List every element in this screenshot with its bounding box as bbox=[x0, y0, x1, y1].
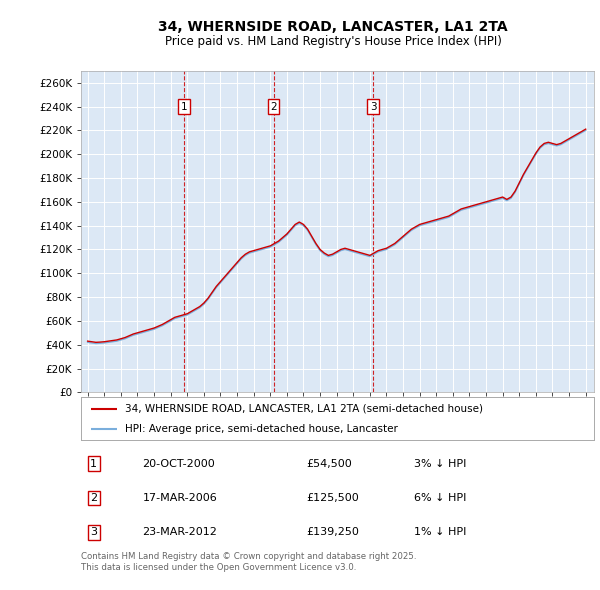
Text: 1: 1 bbox=[181, 101, 187, 112]
Text: 3: 3 bbox=[91, 527, 97, 537]
Text: HPI: Average price, semi-detached house, Lancaster: HPI: Average price, semi-detached house,… bbox=[125, 424, 397, 434]
Text: Price paid vs. HM Land Registry's House Price Index (HPI): Price paid vs. HM Land Registry's House … bbox=[164, 35, 502, 48]
Text: 3: 3 bbox=[370, 101, 377, 112]
Text: 20-OCT-2000: 20-OCT-2000 bbox=[143, 459, 215, 468]
Text: Contains HM Land Registry data © Crown copyright and database right 2025.
This d: Contains HM Land Registry data © Crown c… bbox=[81, 552, 416, 572]
Text: 2: 2 bbox=[270, 101, 277, 112]
Text: 6% ↓ HPI: 6% ↓ HPI bbox=[415, 493, 467, 503]
Text: £139,250: £139,250 bbox=[307, 527, 359, 537]
Text: 1: 1 bbox=[91, 459, 97, 468]
Text: 23-MAR-2012: 23-MAR-2012 bbox=[143, 527, 217, 537]
Text: 3% ↓ HPI: 3% ↓ HPI bbox=[415, 459, 467, 468]
Text: £125,500: £125,500 bbox=[307, 493, 359, 503]
Text: 2: 2 bbox=[90, 493, 97, 503]
Text: £54,500: £54,500 bbox=[307, 459, 352, 468]
Text: 17-MAR-2006: 17-MAR-2006 bbox=[143, 493, 217, 503]
Text: 1% ↓ HPI: 1% ↓ HPI bbox=[415, 527, 467, 537]
Text: 34, WHERNSIDE ROAD, LANCASTER, LA1 2TA (semi-detached house): 34, WHERNSIDE ROAD, LANCASTER, LA1 2TA (… bbox=[125, 404, 482, 414]
Text: 34, WHERNSIDE ROAD, LANCASTER, LA1 2TA: 34, WHERNSIDE ROAD, LANCASTER, LA1 2TA bbox=[158, 19, 508, 34]
